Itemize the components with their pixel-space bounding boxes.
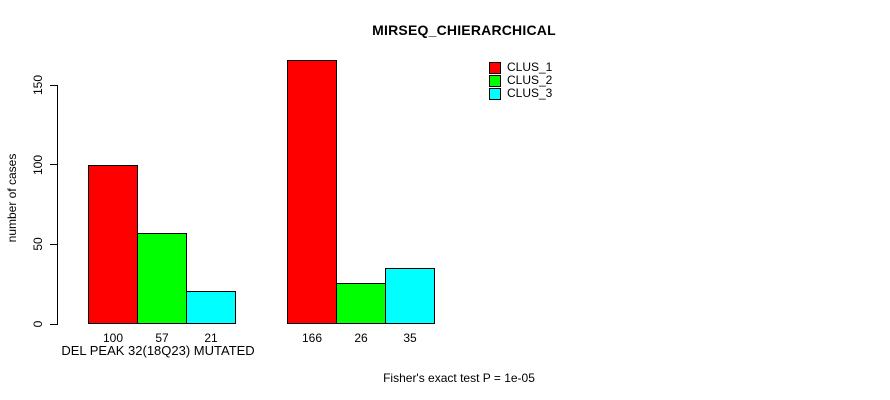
fisher-test-annotation: Fisher's exact test P = 1e-05 (383, 371, 535, 385)
bar-clus_3 (385, 268, 435, 324)
chart-title: MIRSEQ_CHIERARCHICAL (372, 22, 556, 38)
legend-swatch-cyan-icon (489, 87, 501, 100)
y-tick-label: 50 (31, 237, 45, 252)
legend: CLUS_1 CLUS_2 CLUS_3 (489, 61, 552, 100)
y-tick (50, 164, 57, 166)
legend-label: CLUS_2 (507, 73, 553, 87)
legend-label: CLUS_1 (507, 60, 553, 74)
bar-clus_2 (137, 233, 187, 324)
y-tick-label: 100 (31, 154, 45, 175)
legend-swatch-green-icon (489, 74, 501, 87)
y-axis-line (57, 85, 58, 325)
y-tick (50, 323, 57, 325)
bar-clus_3 (186, 290, 236, 324)
y-tick-label: 150 (31, 74, 45, 96)
bar-value-label: 166 (301, 331, 323, 345)
y-tick-label: 0 (31, 320, 45, 328)
x-axis-group-label: DEL PEAK 32(18Q23) MUTATED (61, 343, 255, 358)
y-tick (50, 243, 57, 245)
bar-clus_1 (287, 59, 337, 324)
bar-value-label: 21 (204, 331, 218, 345)
legend-swatch-red-icon (489, 61, 501, 74)
legend-item: CLUS_2 (489, 74, 552, 87)
legend-label: CLUS_3 (507, 86, 553, 100)
legend-item: CLUS_3 (489, 87, 552, 100)
bar-clus_1 (88, 164, 138, 324)
bar-value-label: 35 (403, 331, 417, 345)
legend-item: CLUS_1 (489, 61, 552, 74)
bar-value-label: 100 (102, 331, 124, 345)
y-axis-title: number of cases (5, 153, 19, 243)
bar-clus_2 (336, 282, 386, 324)
bar-value-label: 26 (354, 331, 368, 345)
bar-value-label: 57 (155, 331, 169, 345)
y-tick (50, 84, 57, 86)
